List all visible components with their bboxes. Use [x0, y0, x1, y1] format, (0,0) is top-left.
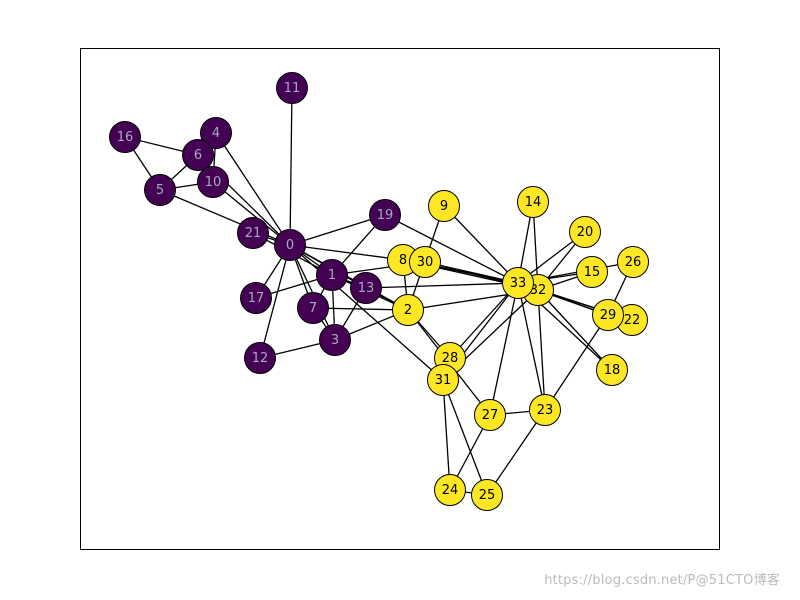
node-5: 5 [144, 174, 176, 206]
node-2: 2 [392, 294, 424, 326]
node-9: 9 [428, 190, 460, 222]
node-29: 29 [592, 299, 624, 331]
node-23: 23 [529, 394, 561, 426]
node-label: 15 [584, 266, 601, 279]
node-label: 0 [286, 239, 294, 252]
watermark-left: https://blog.csdn.net/P [544, 573, 696, 588]
edge [290, 88, 292, 245]
node-17: 17 [240, 282, 272, 314]
node-25: 25 [471, 479, 503, 511]
node-label: 1 [328, 269, 336, 282]
watermark-right: @51CTO博客 [696, 573, 780, 588]
node-16: 16 [109, 121, 141, 153]
node-label: 13 [358, 282, 375, 295]
node-label: 19 [377, 209, 394, 222]
node-label: 33 [510, 277, 527, 290]
node-15: 15 [576, 256, 608, 288]
node-label: 6 [194, 149, 202, 162]
node-label: 11 [284, 82, 301, 95]
node-12: 12 [244, 342, 276, 374]
node-label: 4 [212, 127, 220, 140]
node-label: 14 [525, 196, 542, 209]
node-19: 19 [369, 199, 401, 231]
node-20: 20 [569, 216, 601, 248]
node-1: 1 [316, 259, 348, 291]
node-14: 14 [517, 186, 549, 218]
node-10: 10 [197, 166, 229, 198]
node-13: 13 [350, 272, 382, 304]
node-11: 11 [276, 72, 308, 104]
edge [366, 283, 518, 288]
node-label: 10 [205, 176, 222, 189]
node-7: 7 [297, 292, 329, 324]
node-label: 23 [537, 404, 554, 417]
node-label: 17 [248, 292, 265, 305]
node-label: 26 [625, 256, 642, 269]
node-label: 28 [442, 352, 459, 365]
node-label: 3 [331, 334, 339, 347]
node-label: 29 [600, 309, 617, 322]
watermark: https://blog.csdn.net/P@51CTO博客 [544, 569, 780, 588]
node-27: 27 [474, 399, 506, 431]
node-26: 26 [617, 246, 649, 278]
node-label: 12 [252, 352, 269, 365]
node-label: 30 [417, 256, 434, 269]
node-24: 24 [434, 474, 466, 506]
edge [490, 283, 518, 415]
node-label: 25 [479, 489, 496, 502]
node-label: 24 [442, 484, 459, 497]
node-label: 22 [624, 314, 641, 327]
node-label: 31 [435, 374, 452, 387]
node-label: 8 [399, 254, 407, 267]
node-label: 16 [117, 131, 134, 144]
node-0: 0 [274, 229, 306, 261]
node-label: 2 [404, 304, 412, 317]
node-label: 27 [482, 409, 499, 422]
figure: 0123456789101112131415161718192021222324… [0, 0, 800, 600]
node-21: 21 [237, 217, 269, 249]
node-label: 7 [309, 302, 317, 315]
node-3: 3 [319, 324, 351, 356]
node-18: 18 [596, 354, 628, 386]
edge [160, 190, 290, 245]
node-label: 9 [440, 200, 448, 213]
node-31: 31 [427, 364, 459, 396]
node-30: 30 [409, 246, 441, 278]
node-33: 33 [502, 267, 534, 299]
node-label: 18 [604, 364, 621, 377]
node-label: 20 [577, 226, 594, 239]
node-label: 5 [156, 184, 164, 197]
node-label: 21 [245, 227, 262, 240]
